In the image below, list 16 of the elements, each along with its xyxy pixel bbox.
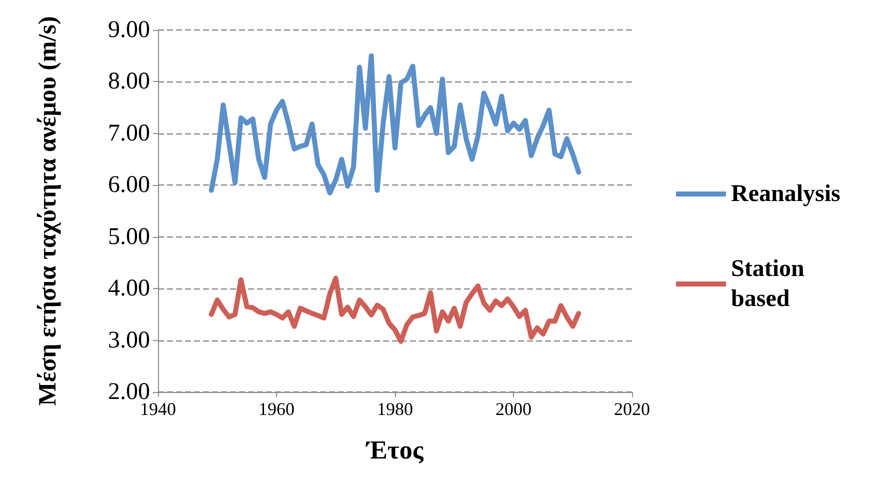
y-tick-label: 9.00 xyxy=(108,17,150,43)
legend-label: Station based xyxy=(731,256,810,312)
y-tick-label: 3.00 xyxy=(108,327,150,354)
legend-label: Reanalysis xyxy=(731,181,840,207)
y-tick-label: 5.00 xyxy=(108,224,150,250)
x-tick-label: 1960 xyxy=(258,399,294,419)
x-tick-label: 2000 xyxy=(496,399,532,419)
y-tick-label: 8.00 xyxy=(108,68,150,95)
x-tick-label: 1980 xyxy=(377,399,413,419)
y-tick-label: 7.00 xyxy=(108,120,150,146)
x-axis-title: Έτος xyxy=(364,436,424,464)
x-tick-label: 2020 xyxy=(614,399,650,419)
x-tick-label: 1940 xyxy=(140,399,176,419)
y-tick-label: 6.00 xyxy=(108,172,150,198)
y-tick-label: 4.00 xyxy=(108,276,150,302)
y-axis-title: Μέση ετήσια ταχύτητα ανέμου (m/s) xyxy=(34,16,62,406)
